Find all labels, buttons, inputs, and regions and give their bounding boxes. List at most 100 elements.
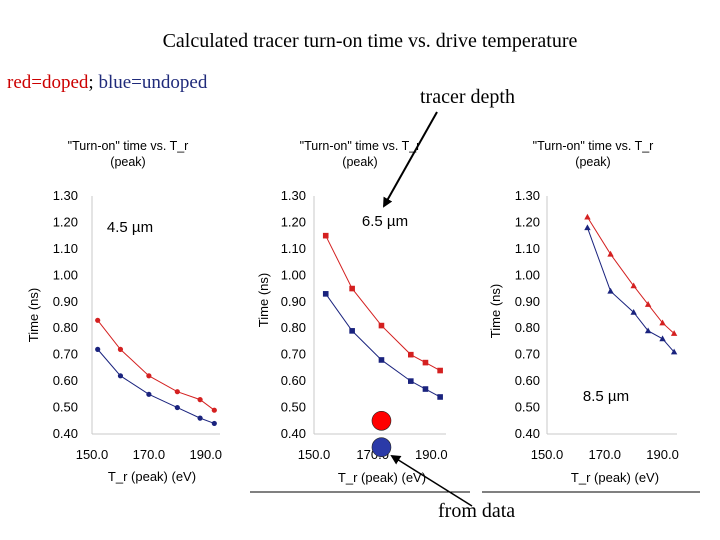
x-tick-label: 150.0	[298, 447, 331, 462]
data-point-doped	[146, 373, 152, 379]
y-tick-label: 0.60	[53, 373, 78, 388]
tracer-depth-annotation: tracer depth	[420, 86, 515, 108]
depth-annotation: 6.5 µm	[362, 213, 408, 230]
data-point-undoped	[378, 357, 385, 363]
y-tick-label: 0.40	[515, 426, 540, 441]
y-axis-label: Time (ns)	[488, 284, 503, 338]
color-legend-note: red=doped; blue=undoped	[7, 72, 207, 94]
from-data-annotation: from data	[438, 500, 516, 522]
chart-title: "Turn-on" time vs. T_r (peak)	[533, 139, 654, 169]
data-point-doped	[349, 285, 355, 292]
data-point-undoped	[630, 308, 637, 315]
data-point-undoped	[584, 224, 591, 231]
data-point-undoped	[174, 404, 180, 411]
data-point-undoped	[644, 327, 652, 334]
data-point-doped	[670, 330, 678, 336]
data-point-undoped	[349, 328, 355, 334]
x-axis-label: T_r (peak) (eV)	[108, 469, 196, 484]
chart-title-line-2: (peak)	[342, 155, 377, 169]
y-tick-label: 0.70	[53, 347, 78, 362]
data-point-undoped	[670, 348, 678, 355]
y-tick-label: 0.80	[515, 320, 540, 335]
data-point-undoped	[607, 287, 614, 294]
y-tick-label: 1.10	[515, 241, 540, 256]
x-tick-label: 170.0	[133, 447, 166, 462]
x-tick-label: 190.0	[646, 447, 679, 462]
data-point-undoped	[659, 335, 666, 342]
chart-title: "Turn-on" time vs. T_r (peak)	[68, 139, 189, 169]
y-tick-label: 0.50	[53, 400, 78, 415]
legend-separator: ;	[88, 72, 94, 93]
y-tick-label: 0.60	[515, 373, 540, 388]
tracer-depth-arrow	[383, 111, 438, 208]
x-axis-label: T_r (peak) (eV)	[338, 470, 426, 485]
y-tick-label: 1.00	[515, 267, 540, 282]
data-point-undoped	[117, 373, 124, 379]
data-point-undoped	[197, 415, 203, 421]
y-tick-label: 0.90	[53, 294, 78, 309]
data-point-doped	[584, 213, 591, 220]
series-line-undoped	[97, 349, 215, 424]
series-line-undoped	[586, 227, 675, 353]
data-point-doped	[607, 250, 614, 257]
data-point-doped	[117, 346, 124, 352]
y-tick-label: 0.90	[281, 294, 306, 309]
x-tick-label: 190.0	[190, 447, 223, 462]
data-point-doped	[644, 301, 652, 307]
chart-title-line-1: "Turn-on" time vs. T_r	[300, 139, 421, 153]
legend-doped: red=doped	[7, 72, 89, 93]
y-tick-label: 1.10	[281, 241, 306, 256]
series-line-undoped	[325, 293, 441, 398]
x-tick-label: 150.0	[76, 447, 109, 462]
series-line-doped	[587, 216, 675, 334]
legend-undoped: blue=undoped	[98, 72, 208, 93]
data-point-doped	[422, 359, 429, 366]
y-tick-label: 1.00	[281, 267, 306, 282]
data-point-doped	[95, 317, 101, 323]
data-point-doped	[378, 322, 385, 329]
y-tick-label: 0.60	[281, 373, 306, 388]
y-tick-label: 1.20	[53, 214, 78, 229]
data-point-undoped	[211, 420, 217, 427]
y-tick-label: 0.70	[515, 347, 540, 362]
data-point-doped	[659, 319, 666, 326]
data-point-undoped	[95, 346, 101, 352]
measured-data-data_blue	[371, 437, 392, 458]
y-tick-label: 0.40	[53, 426, 78, 441]
from-data-arrow	[390, 454, 473, 507]
chart-2: "Turn-on" time vs. T_r (peak) 0.40 0.50 0.60…	[256, 139, 448, 485]
data-point-doped	[630, 282, 637, 289]
data-point-undoped	[408, 378, 414, 384]
y-tick-label: 0.50	[515, 400, 540, 415]
data-point-doped	[197, 397, 203, 403]
measured-data-data_red	[371, 410, 392, 431]
data-point-doped	[437, 367, 443, 374]
chart-title-line-1: "Turn-on" time vs. T_r	[68, 139, 189, 153]
y-tick-label: 1.20	[515, 214, 540, 229]
data-point-doped	[174, 389, 180, 395]
y-tick-label: 0.70	[281, 347, 306, 362]
depth-annotation: 8.5 µm	[583, 388, 629, 405]
y-tick-label: 0.90	[515, 294, 540, 309]
y-axis-label: Time (ns)	[256, 273, 271, 327]
chart-title-line-2: (peak)	[575, 155, 610, 169]
depth-annotation: 4.5 µm	[107, 219, 153, 236]
data-point-doped	[408, 351, 414, 358]
x-tick-label: 190.0	[415, 447, 448, 462]
y-tick-label: 1.00	[53, 267, 78, 282]
y-tick-label: 1.30	[281, 188, 306, 203]
y-tick-label: 1.30	[515, 188, 540, 203]
page-title: Calculated tracer turn-on time vs. drive…	[162, 30, 578, 52]
y-tick-label: 1.20	[281, 214, 306, 229]
y-axis-label: Time (ns)	[26, 288, 41, 342]
data-point-undoped	[437, 394, 443, 400]
chart-3: "Turn-on" time vs. T_r (peak) 0.40 0.50 0.60…	[488, 139, 679, 485]
data-point-undoped	[322, 291, 329, 297]
y-tick-label: 0.40	[281, 426, 306, 441]
y-tick-label: 0.80	[53, 320, 78, 335]
chart-title: "Turn-on" time vs. T_r (peak)	[300, 139, 421, 169]
data-point-undoped	[422, 386, 429, 392]
x-tick-label: 170.0	[589, 447, 622, 462]
y-tick-label: 1.30	[53, 188, 78, 203]
